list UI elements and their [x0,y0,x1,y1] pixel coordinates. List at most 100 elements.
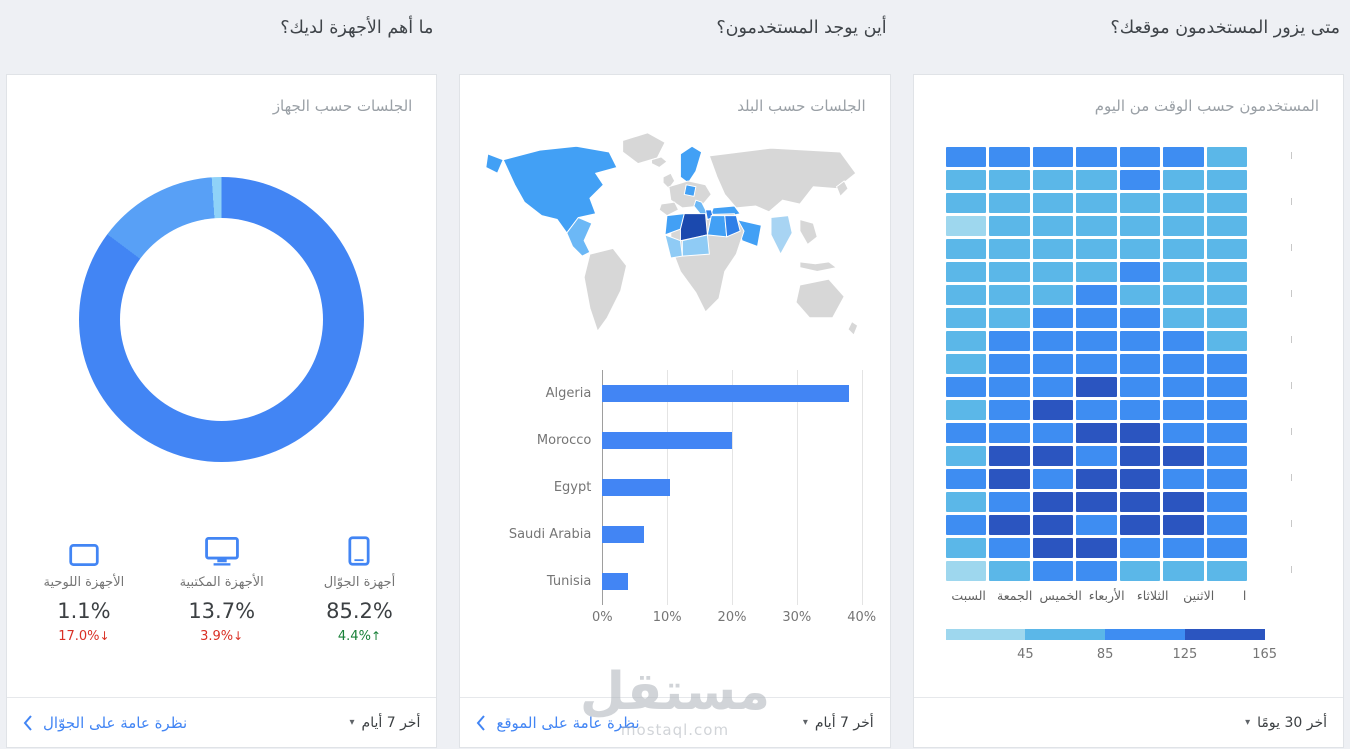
heatmap-cell [1032,239,1074,259]
heatmap-cell [1206,262,1248,282]
country-bar-row: Egypt [482,464,861,511]
card-countries-subtitle: الجلسات حسب البلد [737,97,866,115]
heatmap-cell [989,538,1030,558]
legend-segment [945,629,1026,640]
country-bar-chart-block: Algeria Morocco Egypt Saudi Arabia Tunisia 0… [460,358,889,629]
mobile-icon [291,534,429,566]
heatmap-cell [1119,285,1161,305]
heatmap-cell [1119,239,1161,259]
heatmap-cell [989,561,1030,581]
heatmap-cell [1076,561,1117,581]
country-bar-axis: 0% 10% 20% 30% 40% [592,605,876,629]
heatmap-row [945,538,1343,558]
heatmap-day-label: الأربعاء [1088,588,1125,603]
heatmap-cell [1163,193,1204,213]
heatmap-legend-labels: 45 85 125 165 [946,640,1277,664]
card-time-footer: أخر 30 يومًا ▾ [913,697,1343,747]
heatmap-cell [1119,538,1161,558]
heatmap-cell [1163,331,1204,351]
heatmap-row: ا [945,423,1343,443]
heatmap-cell [1032,216,1074,236]
heatmap-hour-tick: ا [1290,566,1293,576]
card-devices-footer: أخر 7 أيام ▾ نظرة عامة على الجوّال [7,697,437,747]
heatmap-cell [1163,423,1204,443]
heatmap-cell [1032,377,1074,397]
country-bar-plot: Algeria Morocco Egypt Saudi Arabia Tunisia [482,370,863,606]
heatmap-cell [1032,262,1074,282]
heatmap-cell [1206,239,1248,259]
heatmap-cell [989,377,1030,397]
heatmap-cell [1163,308,1204,328]
bar-gridline [861,370,863,606]
heatmap-cell [1206,354,1248,374]
heatmap-hour-tick: ا [1290,244,1293,254]
heatmap-cell [1163,262,1204,282]
device-stat-value: 13.7% [188,599,256,623]
country-bar-row: Saudi Arabia [482,511,861,558]
heatmap-cell [945,354,987,374]
bar-gridline [732,370,733,606]
country-bar-chart: Algeria Morocco Egypt Saudi Arabia Tunisia [482,370,861,605]
site-overview-link[interactable]: نظرة عامة على الموقع [476,714,640,732]
heatmap-day-label: الاثنين [1183,588,1215,603]
heatmap-cell [1076,193,1117,213]
heatmap-row: ا [945,239,1343,259]
heatmap-day-label: الجمعة [997,588,1033,603]
heatmap-cell [989,193,1030,213]
heatmap-cell [1076,147,1117,167]
heatmap-cell [1076,469,1117,489]
mobile-overview-link[interactable]: نظرة عامة على الجوّال [23,714,187,732]
heatmap-cell [1076,446,1117,466]
heatmap-day-label: ا [1242,588,1247,603]
heatmap-cell [1163,170,1204,190]
heatmap-cell [1032,561,1074,581]
heatmap-row: ا [945,331,1343,351]
heatmap-cell [1206,400,1248,420]
caret-down-icon: ▾ [802,717,808,728]
heatmap-cell [989,515,1030,535]
device-stat-label: أجهزة الجوّال [323,575,396,590]
device-stat: الأجهزة المكتبية 13.7% 3.9%↓ [153,534,291,644]
heatmap-cell [989,469,1030,489]
heatmap-cell [1163,239,1204,259]
heatmap-cell [945,193,987,213]
heatmap-day-label: الثلاثاء [1136,588,1169,603]
countries-range-dropdown[interactable]: أخر 7 أيام ▾ [803,715,874,731]
devices-range-label: أخر 7 أيام [361,714,421,731]
heatmap-cell [989,262,1030,282]
devices-range-dropdown[interactable]: أخر 7 أيام ▾ [350,715,421,731]
heatmap-cell [1206,538,1248,558]
device-stat-label: الأجهزة اللوحية [43,575,125,590]
country-bar-row: Morocco [482,417,861,464]
time-heatmap-block: ا ا ا ا ا ا ا ا ا ا السبت الجمعة الخميس الأربعاء الثل… [914,115,1343,664]
card-countries: الجلسات حسب البلد [459,74,891,748]
heatmap-hour-tick: ا [1290,382,1293,392]
legend-label: 165 [1252,647,1278,662]
card-countries-footer: أخر 7 أيام ▾ نظرة عامة على الموقع [460,697,890,747]
bar-axis-tick: 20% [717,610,747,626]
heatmap-cell [1076,331,1117,351]
heatmap-cell [945,170,987,190]
heatmap-cell [1206,446,1248,466]
heatmap-row [945,492,1343,512]
time-range-dropdown[interactable]: أخر 30 يومًا ▾ [1245,715,1327,731]
arrow-down-icon: ↓ [233,629,244,643]
device-donut [79,177,365,462]
bar-axis-tick: 0% [592,610,613,626]
heatmap-cell [1206,147,1248,167]
country-bar-track [602,432,861,450]
country-bar-row: Algeria [482,370,861,417]
heatmap-cell [1032,515,1074,535]
time-heatmap: ا ا ا ا ا ا ا ا ا ا [945,147,1343,581]
country-bar-track [602,573,861,591]
country-label: Tunisia [546,574,592,590]
bar-axis-tick: 30% [782,610,812,626]
heatmap-cell [1163,538,1204,558]
device-stat: أجهزة الجوّال 85.2% 4.4%↑ [291,534,429,644]
heatmap-cell [945,377,987,397]
chevron-left-icon [23,714,32,731]
heatmap-cell [945,469,987,489]
heatmap-cell [1119,446,1161,466]
heatmap-row [945,216,1343,236]
heatmap-cell [1076,492,1117,512]
